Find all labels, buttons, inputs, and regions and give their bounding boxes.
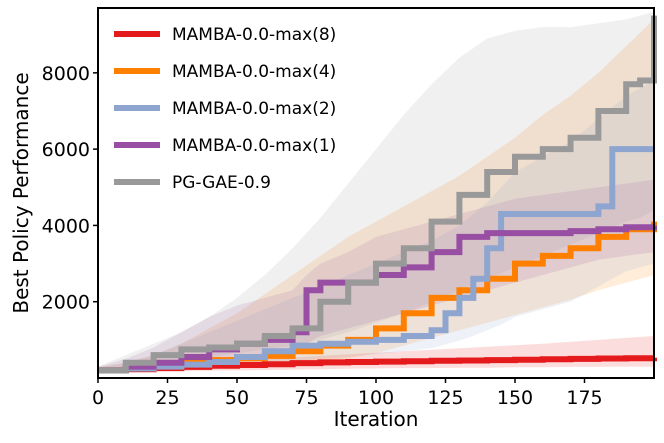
x-tick-label: 125 [427, 387, 463, 409]
x-tick-label: 25 [155, 387, 179, 409]
line-series-5 [98, 15, 657, 374]
x-tick-label: 50 [225, 387, 249, 409]
legend-label-1: MAMBA-0.0-max(8) [172, 25, 336, 45]
line-series-3 [98, 146, 654, 374]
x-tick-label: 100 [358, 387, 394, 409]
x-tick-label: 0 [92, 387, 104, 409]
x-tick-label: 150 [497, 387, 533, 409]
series-lines [98, 15, 657, 374]
band-series-3 [98, 80, 654, 373]
legend: MAMBA-0.0-max(8) MAMBA-0.0-max(4) MAMBA-0.… [114, 25, 336, 193]
x-tick-label: 75 [294, 387, 318, 409]
y-tick-label: 4000 [42, 215, 90, 237]
legend-label-5: PG-GAE-0.9 [172, 173, 271, 193]
band-series-5 [98, 11, 654, 373]
x-axis-ticks: 0 25 50 75 100 125 150 175 [92, 378, 603, 409]
y-tick-label: 8000 [42, 63, 90, 85]
x-axis-label: Iteration [334, 407, 419, 431]
y-axis-label: Best Policy Performance [9, 72, 33, 313]
legend-label-3: MAMBA-0.0-max(2) [172, 99, 336, 119]
y-axis-ticks: 2000 4000 6000 8000 [42, 63, 98, 314]
legend-label-2: MAMBA-0.0-max(4) [172, 62, 336, 82]
x-tick-label: 175 [566, 387, 602, 409]
y-tick-label: 2000 [42, 292, 90, 314]
band-series-2 [98, 19, 654, 373]
y-tick-label: 6000 [42, 139, 90, 161]
legend-label-4: MAMBA-0.0-max(1) [172, 136, 336, 156]
